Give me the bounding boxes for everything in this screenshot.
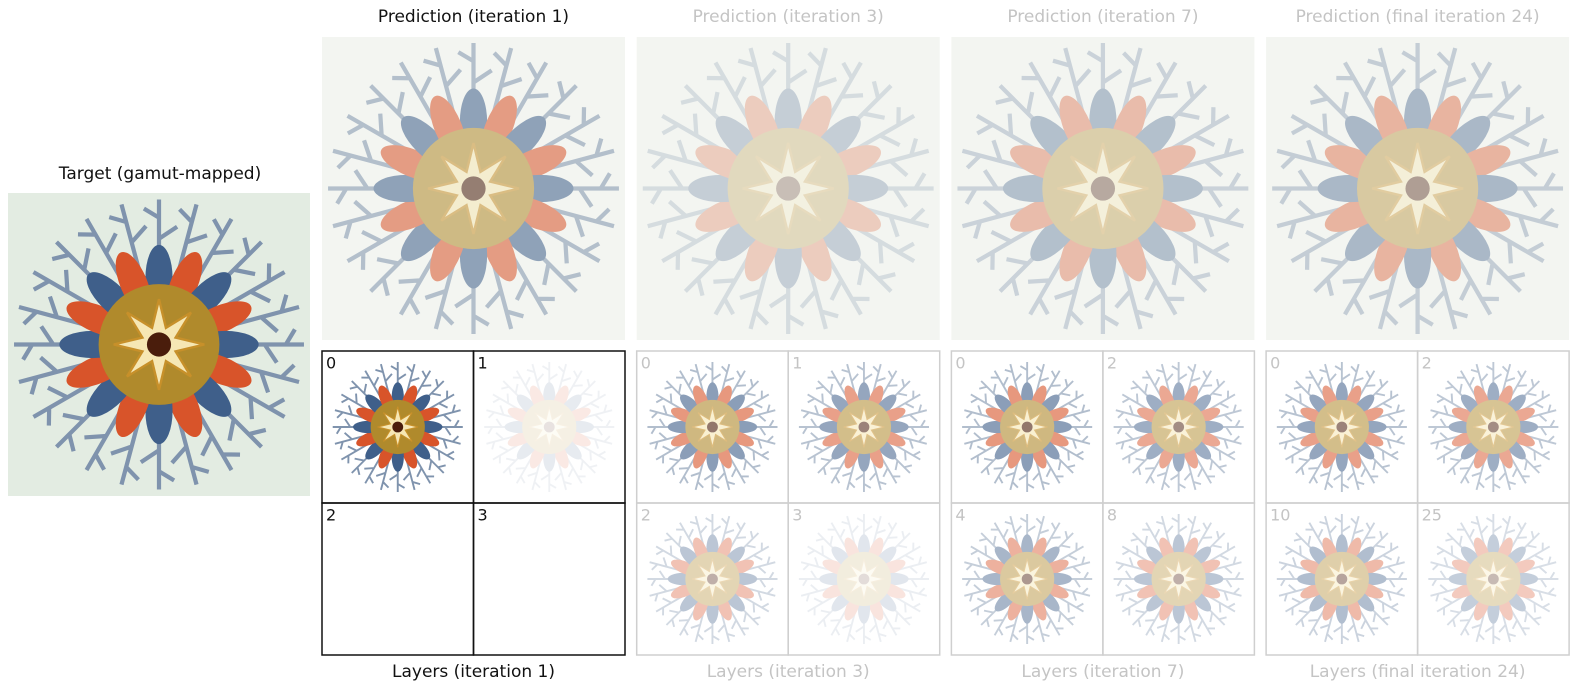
layer-index: 0 [641,354,651,373]
target-image [8,193,310,496]
layer-index: 4 [955,506,965,525]
layer-index: 2 [641,506,651,525]
layer-index: 2 [1422,354,1432,373]
layer-index: 0 [326,354,336,373]
figure: Target (gamut-mapped) Prediction (iterat… [0,0,1594,695]
layer-image [1277,514,1407,644]
layer-image [1114,514,1244,644]
target-title: Target (gamut-mapped) [58,164,261,184]
prediction-title: Prediction (iteration 7) [1007,7,1198,27]
prediction-title: Prediction (iteration 3) [693,7,884,27]
layers-title: Layers (iteration 7) [1021,662,1184,682]
prediction-image [957,43,1248,334]
layer-index: 3 [478,506,488,525]
column: Prediction (iteration 7) 0 2 4 8 Layers (iter… [951,7,1254,682]
layer-image [647,362,777,492]
layer-image [333,362,463,492]
layer-index: 8 [1107,506,1117,525]
prediction-image [643,43,934,334]
layer-index: 0 [1270,354,1280,373]
layer-index: 3 [792,506,802,525]
prediction-title: Prediction (final iteration 24) [1296,7,1540,27]
prediction-image [328,43,619,334]
layers-title: Layers (final iteration 24) [1310,662,1526,682]
column: Prediction (iteration 3) 0 1 2 3 Layers (iter… [637,7,940,682]
layer-image [799,514,929,644]
layer-image [962,362,1092,492]
prediction-image [1272,43,1563,334]
column: Prediction (final iteration 24) 0 2 10 25 Lay… [1266,7,1569,682]
layers-title: Layers (iteration 3) [707,662,870,682]
layer-index: 10 [1270,506,1290,525]
layer-image [647,514,777,644]
layer-index: 25 [1422,506,1442,525]
layer-image [1277,362,1407,492]
column: Prediction (iteration 1) 0 1 2 3 Layers (iter… [322,7,625,682]
layer-image [1428,362,1558,492]
layer-image [1428,514,1558,644]
layer-image [484,362,614,492]
layer-index: 1 [478,354,488,373]
layer-index: 0 [955,354,965,373]
layer-cell [322,503,474,655]
layer-index: 1 [792,354,802,373]
layer-image [962,514,1092,644]
prediction-title: Prediction (iteration 1) [378,7,569,27]
layers-title: Layers (iteration 1) [392,662,555,682]
layer-image [1114,362,1244,492]
layer-image [799,362,929,492]
layer-index: 2 [326,506,336,525]
layer-index: 2 [1107,354,1117,373]
layer-cell [474,503,626,655]
